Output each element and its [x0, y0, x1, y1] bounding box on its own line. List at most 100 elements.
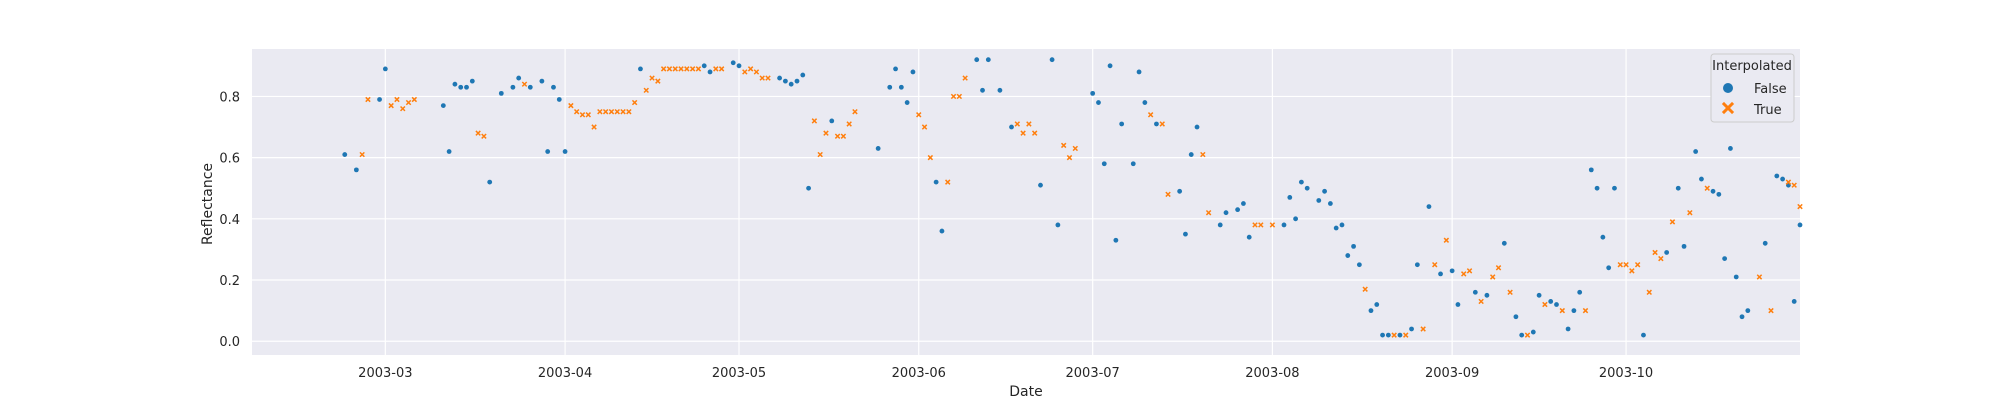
point-interpolated-false [487, 179, 493, 185]
point-interpolated-false [1281, 222, 1287, 228]
point-interpolated-true [1014, 121, 1021, 127]
point-interpolated-false [527, 84, 533, 90]
point-interpolated-true [1258, 222, 1264, 228]
point-interpolated-false [562, 149, 568, 154]
point-interpolated-true [921, 124, 928, 130]
point-interpolated-false [1356, 262, 1362, 268]
point-interpolated-false [707, 69, 713, 75]
legend-title: Interpolated [1712, 59, 1792, 74]
point-interpolated-false [1762, 240, 1768, 246]
x-axis-label: Date [1009, 384, 1042, 400]
point-interpolated-false [730, 60, 736, 66]
point-interpolated-true [742, 69, 748, 75]
point-interpolated-false [1107, 63, 1113, 69]
point-interpolated-true [1269, 222, 1276, 228]
x-tick-label: 2003-04 [538, 366, 592, 381]
point-interpolated-false [1693, 149, 1699, 154]
point-interpolated-false [893, 66, 898, 72]
point-interpolated-true [747, 66, 754, 72]
legend-marker-false [1723, 83, 1733, 93]
point-interpolated-true [602, 108, 609, 115]
point-interpolated-false [910, 69, 916, 75]
point-interpolated-false [1188, 152, 1194, 157]
point-interpolated-false [1385, 332, 1391, 338]
point-interpolated-false [1664, 250, 1670, 255]
point-interpolated-false [464, 84, 469, 90]
point-interpolated-false [1449, 268, 1455, 274]
point-interpolated-true [1768, 307, 1774, 314]
point-interpolated-true [643, 87, 649, 94]
point-interpolated-false [887, 84, 893, 90]
point-interpolated-true [950, 93, 957, 100]
point-interpolated-false [980, 87, 985, 93]
point-interpolated-true [1634, 261, 1641, 268]
point-interpolated-true [660, 66, 667, 72]
point-interpolated-true [1159, 121, 1165, 127]
point-interpolated-false [1113, 237, 1119, 243]
point-interpolated-true [591, 124, 597, 130]
point-interpolated-false [1316, 198, 1322, 203]
point-interpolated-true [1669, 219, 1676, 225]
point-interpolated-true [1443, 237, 1450, 243]
point-interpolated-false [1722, 256, 1728, 262]
point-interpolated-false [1322, 188, 1327, 194]
point-interpolated-true [916, 112, 922, 118]
point-interpolated-false [1333, 225, 1339, 231]
point-interpolated-true [666, 66, 673, 72]
point-interpolated-true [1582, 307, 1589, 314]
point-interpolated-false [1681, 243, 1687, 249]
point-interpolated-false [1484, 292, 1490, 298]
point-interpolated-true [834, 133, 841, 139]
point-interpolated-false [1414, 262, 1420, 268]
x-axis-ticks: 2003-03 2003-04 2003-05 2003-06 2003-07 2003-… [358, 366, 1653, 381]
point-interpolated-false [1380, 332, 1385, 338]
point-interpolated-true [394, 96, 400, 103]
point-interpolated-false [1339, 222, 1345, 228]
point-interpolated-true [1507, 289, 1513, 296]
point-interpolated-false [1699, 176, 1704, 182]
point-interpolated-false [1675, 185, 1681, 191]
point-interpolated-false [1223, 210, 1229, 216]
point-interpolated-false [985, 57, 991, 63]
point-interpolated-false [1217, 222, 1223, 228]
point-interpolated-true [475, 130, 481, 136]
point-interpolated-true [411, 96, 418, 103]
point-interpolated-true [956, 93, 963, 100]
point-interpolated-true [944, 179, 951, 185]
y-tick-label: 0.0 [219, 335, 240, 350]
point-interpolated-false [1183, 231, 1188, 237]
point-interpolated-false [1577, 289, 1583, 295]
point-interpolated-true [1252, 222, 1258, 228]
point-interpolated-false [1710, 188, 1716, 194]
point-interpolated-false [1194, 124, 1200, 130]
point-interpolated-false [782, 78, 788, 84]
point-interpolated-false [1716, 191, 1722, 197]
point-interpolated-true [1205, 209, 1212, 216]
point-interpolated-true [573, 108, 580, 115]
point-interpolated-false [1565, 326, 1571, 332]
point-interpolated-true [614, 108, 620, 115]
point-interpolated-true [846, 121, 852, 127]
point-interpolated-true [817, 151, 823, 158]
y-tick-label: 0.6 [219, 152, 240, 167]
point-interpolated-false [1501, 240, 1507, 246]
point-interpolated-false [1287, 195, 1293, 200]
point-interpolated-false [1513, 314, 1519, 320]
point-interpolated-false [1548, 299, 1554, 304]
y-tick-label: 0.4 [219, 213, 240, 228]
point-interpolated-true [1623, 261, 1629, 268]
point-interpolated-false [800, 72, 806, 78]
point-interpolated-false [1728, 146, 1733, 151]
plot-background [252, 49, 1800, 355]
point-interpolated-true [655, 78, 661, 84]
point-interpolated-false [777, 75, 782, 81]
point-interpolated-false [446, 149, 452, 154]
point-interpolated-true [1060, 142, 1067, 149]
point-interpolated-true [365, 96, 371, 103]
point-interpolated-false [1142, 100, 1148, 105]
point-interpolated-false [1049, 57, 1055, 63]
data-points [342, 57, 1803, 338]
point-interpolated-true [649, 75, 655, 81]
point-interpolated-false [1119, 121, 1125, 127]
